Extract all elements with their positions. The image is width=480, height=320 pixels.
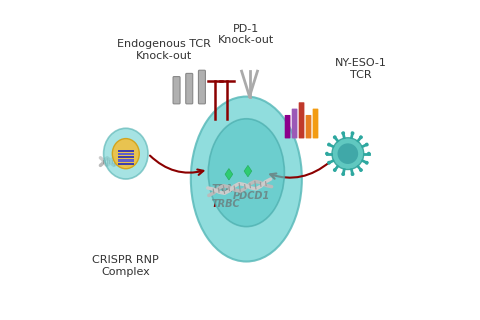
FancyBboxPatch shape: [198, 70, 205, 104]
Bar: [118, 150, 134, 152]
Ellipse shape: [365, 143, 369, 147]
Ellipse shape: [112, 139, 139, 169]
Text: CRISPR RNP
Complex: CRISPR RNP Complex: [93, 255, 159, 277]
Ellipse shape: [325, 152, 329, 156]
FancyBboxPatch shape: [285, 115, 290, 139]
Ellipse shape: [337, 143, 358, 164]
Ellipse shape: [333, 135, 336, 139]
Text: PDCD1: PDCD1: [232, 191, 270, 202]
Bar: [118, 159, 134, 162]
Text: TRBC: TRBC: [211, 199, 240, 209]
Ellipse shape: [359, 135, 363, 139]
FancyBboxPatch shape: [312, 108, 318, 139]
FancyBboxPatch shape: [186, 73, 193, 104]
Polygon shape: [225, 169, 233, 180]
FancyBboxPatch shape: [292, 108, 298, 139]
Ellipse shape: [208, 119, 285, 227]
Ellipse shape: [350, 172, 354, 176]
Bar: [118, 156, 134, 158]
Ellipse shape: [327, 161, 331, 165]
Bar: [118, 153, 134, 155]
Ellipse shape: [333, 168, 336, 172]
Polygon shape: [244, 165, 252, 177]
Text: Endogenous TCR
Knock-out: Endogenous TCR Knock-out: [117, 39, 211, 61]
FancyBboxPatch shape: [299, 102, 304, 139]
Text: NY-ESO-1
TCR: NY-ESO-1 TCR: [335, 59, 386, 80]
Ellipse shape: [359, 168, 363, 172]
Ellipse shape: [332, 138, 364, 170]
Ellipse shape: [341, 131, 345, 135]
Bar: [118, 163, 134, 165]
Ellipse shape: [365, 161, 369, 165]
Ellipse shape: [350, 131, 354, 135]
Text: TRAC: TRAC: [212, 184, 240, 194]
FancyBboxPatch shape: [306, 115, 312, 139]
Ellipse shape: [341, 172, 345, 176]
Text: PD-1
Knock-out: PD-1 Knock-out: [218, 24, 275, 45]
Ellipse shape: [104, 128, 148, 179]
Ellipse shape: [327, 143, 331, 147]
FancyBboxPatch shape: [173, 76, 180, 104]
Ellipse shape: [367, 152, 371, 156]
Ellipse shape: [191, 97, 302, 261]
